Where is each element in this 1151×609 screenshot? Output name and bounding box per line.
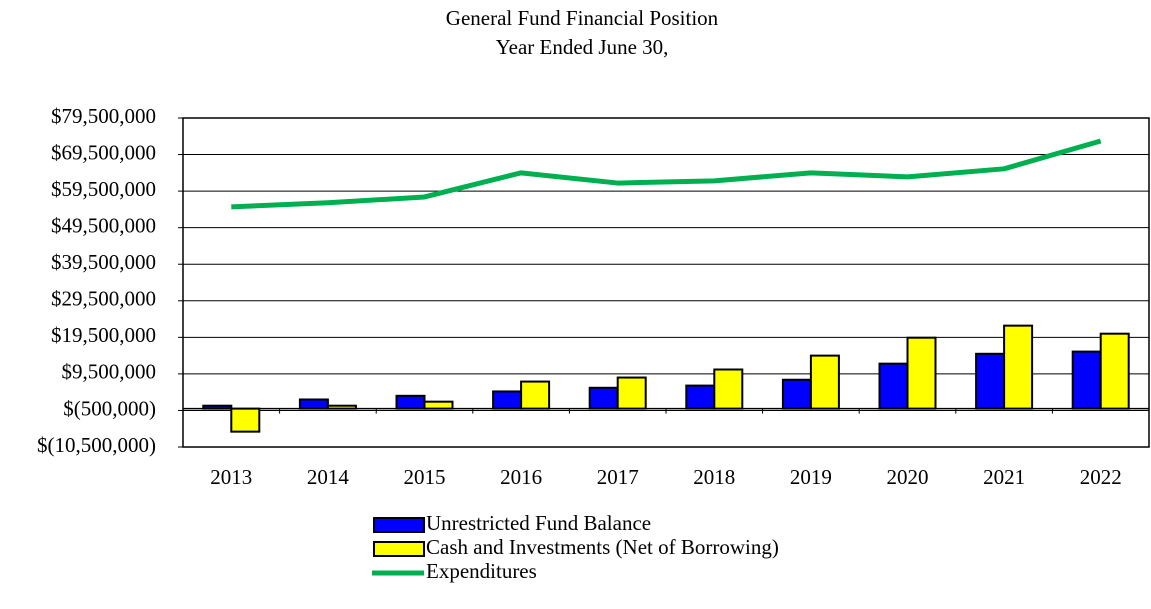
y-tick-label: $79,500,000 [51, 104, 156, 128]
bar [492, 390, 523, 410]
y-tick-label: $49,500,000 [51, 213, 156, 237]
bar [975, 352, 1006, 410]
y-tick-label: $(500,000) [63, 396, 156, 420]
bar [809, 354, 840, 410]
x-tick-label: 2018 [693, 465, 735, 489]
x-tick-label: 2022 [1080, 465, 1122, 489]
bar [713, 368, 744, 410]
bar [202, 404, 233, 410]
legend-label: Cash and Investments (Net of Borrowing) [426, 535, 779, 559]
y-tick-label: $39,500,000 [51, 250, 156, 274]
y-tick-label: $19,500,000 [51, 323, 156, 347]
bar [685, 384, 716, 410]
x-tick-label: 2014 [307, 465, 350, 489]
y-tick-label: $59,500,000 [51, 177, 156, 201]
x-tick-label: 2013 [210, 465, 252, 489]
bar [230, 407, 261, 433]
bar [616, 376, 647, 410]
y-tick-label: $(10,500,000) [37, 433, 156, 457]
bar [423, 400, 454, 410]
x-tick-label: 2019 [790, 465, 832, 489]
plot-frame [182, 117, 1150, 448]
y-tick-label: $9,500,000 [62, 360, 157, 384]
chart-title: General Fund Financial Position [446, 6, 719, 30]
line [231, 138, 1102, 210]
x-tick-label: 2020 [887, 465, 929, 489]
y-tick-label: $69,500,000 [51, 140, 156, 164]
bar [878, 362, 909, 410]
bar [395, 394, 426, 410]
bar [298, 398, 329, 410]
legend-swatch [373, 517, 425, 533]
chart-subtitle: Year Ended June 30, [496, 35, 669, 59]
bar [781, 378, 812, 410]
legend-label: Expenditures [426, 559, 537, 583]
bar [520, 380, 551, 410]
x-tick-label: 2016 [500, 465, 542, 489]
legend-swatch [373, 541, 425, 557]
x-tick-label: 2015 [404, 465, 446, 489]
bar [326, 404, 357, 410]
bar [906, 336, 937, 410]
bar [1071, 350, 1102, 410]
legend-label: Unrestricted Fund Balance [426, 511, 651, 535]
bar [588, 386, 619, 410]
y-tick-label: $29,500,000 [51, 287, 156, 311]
bar [1099, 332, 1130, 410]
x-tick-label: 2021 [983, 465, 1025, 489]
bar [1003, 324, 1034, 410]
x-tick-label: 2017 [597, 465, 639, 489]
